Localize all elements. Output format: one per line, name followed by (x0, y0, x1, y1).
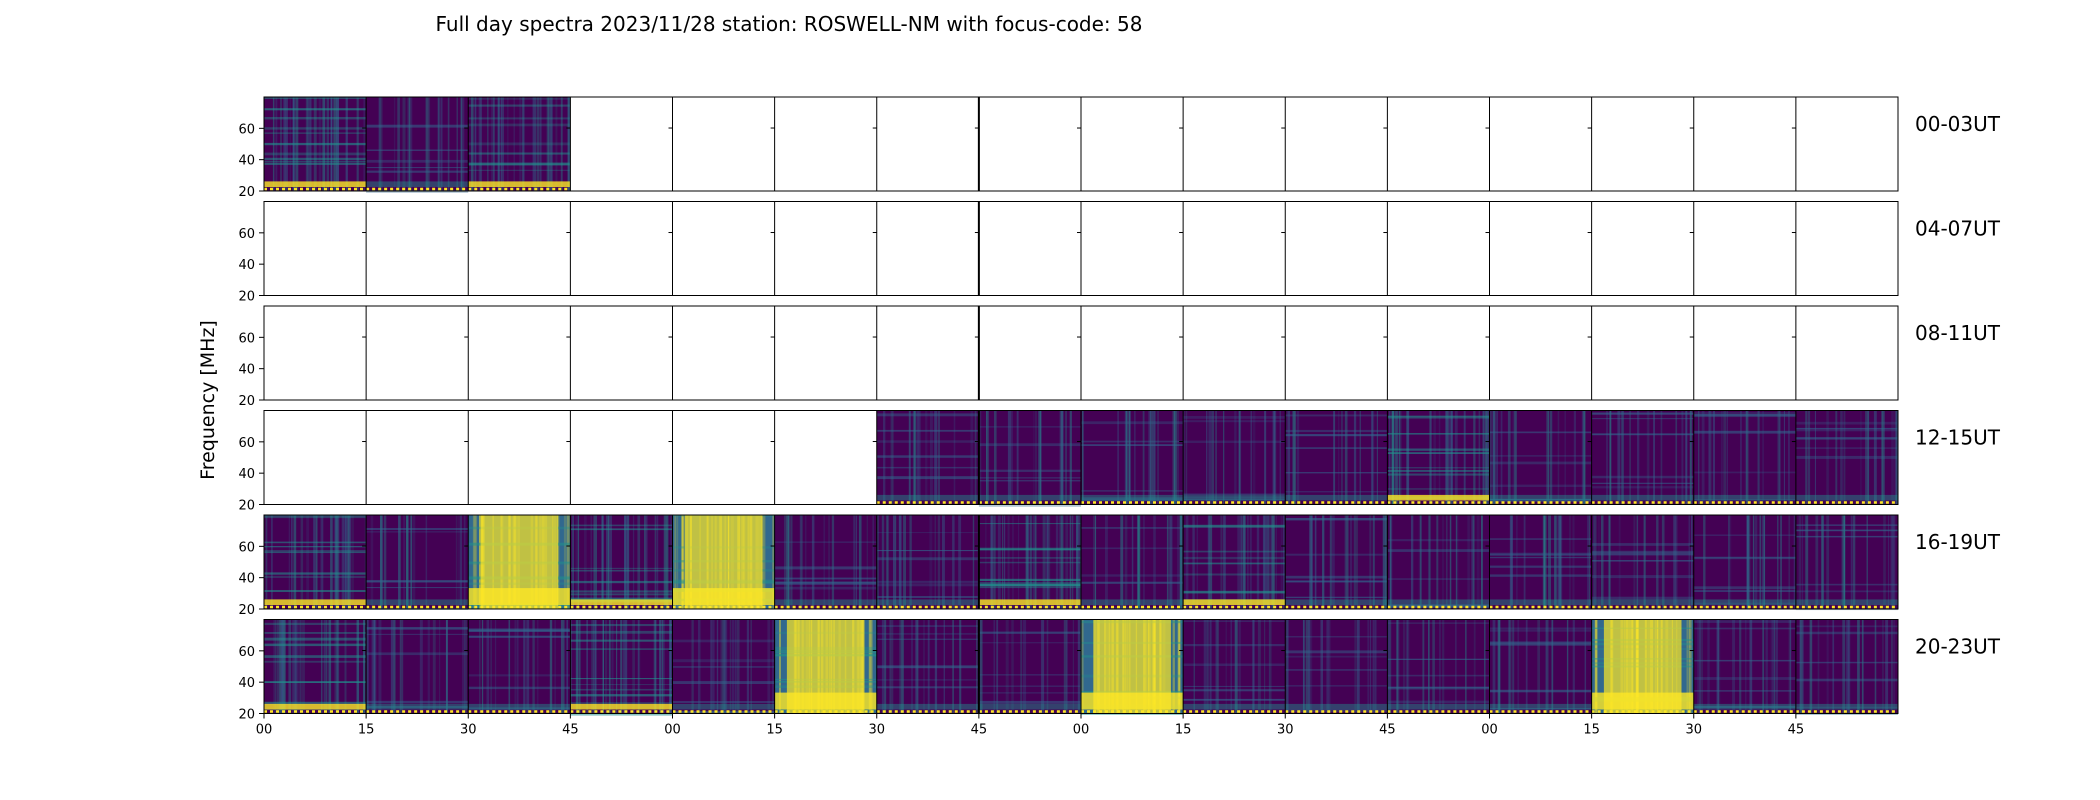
spectrogram-segment (1489, 619, 1592, 714)
x-tick-label: 45 (1788, 723, 1805, 738)
spectrogram-segment (1387, 619, 1492, 714)
spectrogram-segment (264, 97, 367, 191)
spectrogram-segment (1183, 410, 1286, 505)
y-tick-label: 40 (238, 676, 255, 691)
spectrogram-segment (264, 515, 368, 609)
x-tick-label: 45 (971, 723, 988, 738)
row-label: 08-11UT (1915, 321, 2001, 345)
spectrogram-segment (1795, 619, 1898, 715)
y-tick-label: 20 (238, 394, 255, 409)
y-tick-label: 20 (238, 290, 255, 305)
row-label: 12-15UT (1915, 426, 2001, 450)
spectrogram-segment (1081, 619, 1184, 715)
x-tick-label: 00 (1481, 723, 1498, 738)
spectrogram-segment (570, 515, 673, 609)
spectrogram-segment (1693, 515, 1796, 609)
spectrogram-segment (1183, 619, 1286, 714)
y-tick-label: 40 (238, 154, 255, 169)
x-tick-label: 00 (664, 723, 681, 738)
y-tick-label: 20 (238, 499, 255, 514)
x-tick-label: 00 (1073, 723, 1090, 738)
spectrogram-segment (978, 619, 1083, 714)
y-tick-label: 60 (238, 645, 255, 660)
y-tick-label: 60 (238, 227, 255, 242)
row-label: 04-07UT (1915, 217, 2001, 241)
row-label: 00-03UT (1915, 112, 2001, 136)
panel-frame (263, 201, 1899, 296)
spectrogram-segment (468, 619, 571, 714)
chart-title: Full day spectra 2023/11/28 station: ROS… (435, 12, 1143, 36)
spectrogram-segment (468, 515, 573, 609)
y-tick-label: 40 (238, 258, 255, 273)
spectrogram-segment (1285, 515, 1388, 609)
spectrogram-segment (672, 619, 775, 714)
spectrogram-segment (774, 619, 877, 714)
panel-frame (263, 96, 1899, 192)
y-tick-label: 60 (238, 540, 255, 555)
spectrogram-segment (468, 97, 571, 191)
x-tick-label: 30 (1277, 723, 1294, 738)
spectrogram-segment (876, 410, 979, 505)
spectrogram-segment (1387, 410, 1490, 505)
panel-frame (263, 410, 1899, 505)
spectrogram-segment (366, 619, 469, 714)
x-tick-label: 15 (1175, 723, 1192, 738)
y-tick-label: 20 (238, 603, 255, 618)
panel-frame (263, 305, 1899, 401)
spectrogram-segment (1285, 410, 1388, 505)
spectrogram-segment (978, 515, 1081, 609)
x-tick-label: 30 (868, 723, 885, 738)
spectrogram-segment (366, 97, 469, 193)
x-tick-label: 30 (1685, 723, 1702, 738)
spectrogram-segment (1795, 410, 1899, 505)
spectrogram-segment (978, 410, 1081, 507)
spectrogram-segment (1285, 619, 1388, 714)
y-tick-label: 20 (238, 708, 255, 723)
spectrogram-segment (1591, 410, 1694, 505)
spectrogram-segment (774, 515, 877, 609)
x-tick-label: 00 (256, 723, 273, 738)
spectrogram-segment (1693, 619, 1796, 714)
y-tick-label: 40 (238, 363, 255, 378)
y-tick-label: 40 (238, 467, 255, 482)
panel-frame (263, 514, 1899, 610)
spectrogram-segment (1591, 619, 1694, 714)
y-tick-label: 60 (238, 331, 255, 346)
spectrogram-segment (1387, 515, 1490, 609)
spectrogram-segment (876, 515, 980, 609)
spectrogram-segment (1693, 410, 1796, 505)
y-tick-label: 20 (238, 185, 255, 200)
row-label: 16-19UT (1915, 530, 2001, 554)
x-tick-label: 30 (460, 723, 477, 738)
x-tick-label: 15 (1583, 723, 1600, 738)
row-label: 20-23UT (1915, 635, 2001, 659)
y-tick-label: 60 (238, 436, 255, 451)
spectrogram-segment (570, 619, 674, 716)
spectrogram-segment (1081, 410, 1184, 505)
spectrogram-segment (1591, 515, 1694, 609)
spectrogram-segment (1489, 515, 1593, 609)
spectrogram-segment (366, 515, 469, 610)
y-tick-label: 60 (238, 122, 255, 137)
x-tick-label: 45 (1379, 723, 1396, 738)
spectrogram-segment (1081, 515, 1184, 610)
spectrogram-segment (264, 619, 367, 714)
x-tick-label: 45 (562, 723, 579, 738)
x-tick-label: 15 (358, 723, 375, 738)
spectrogram-segment (876, 619, 979, 714)
spectrogram-segment (672, 515, 775, 609)
spectrogram-segment (1183, 515, 1286, 609)
spectrogram-segment (1795, 515, 1898, 611)
spectrogram-segment (1489, 410, 1592, 505)
x-tick-label: 15 (766, 723, 783, 738)
y-tick-label: 40 (238, 572, 255, 587)
